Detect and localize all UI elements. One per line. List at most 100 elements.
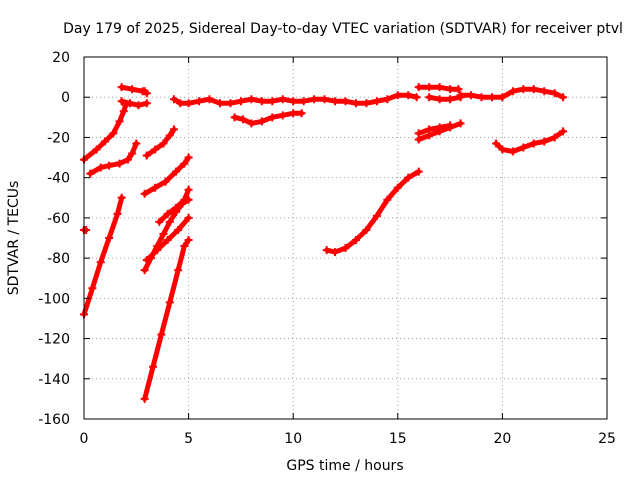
data-point — [550, 89, 559, 98]
data-point — [289, 97, 298, 106]
data-point — [113, 209, 122, 218]
data-point — [297, 109, 306, 118]
data-point — [92, 145, 101, 154]
data-point — [236, 97, 245, 106]
data-point — [446, 85, 455, 94]
data-point — [117, 83, 126, 92]
data-point — [157, 330, 166, 339]
y-tick-label: -60 — [47, 211, 70, 227]
data-point — [184, 99, 193, 108]
data-point — [205, 95, 214, 104]
y-tick-label: 0 — [61, 90, 70, 106]
data-point — [184, 153, 193, 162]
y-tick-label: -20 — [47, 130, 70, 146]
data-point — [172, 167, 181, 176]
data-point — [174, 266, 183, 275]
data-point — [165, 217, 174, 226]
data-point — [393, 91, 402, 100]
data-point — [435, 83, 444, 92]
data-point — [115, 159, 124, 168]
data-point — [446, 95, 455, 104]
data-point — [247, 119, 256, 128]
data-point — [456, 91, 465, 100]
data-point — [498, 145, 507, 154]
data-point — [383, 95, 392, 104]
data-point — [149, 362, 158, 371]
y-tick-label: -40 — [47, 171, 70, 187]
data-traces — [80, 83, 568, 403]
data-point — [341, 244, 350, 253]
data-point — [161, 177, 170, 186]
data-point — [180, 242, 189, 251]
data-point — [165, 131, 174, 140]
data-point — [278, 95, 287, 104]
data-point — [159, 229, 168, 238]
data-point — [529, 85, 538, 94]
data-point — [425, 125, 434, 134]
data-point — [195, 97, 204, 106]
data-point — [140, 266, 149, 275]
x-tick-label: 5 — [184, 431, 193, 447]
data-point — [109, 129, 118, 138]
x-tick-label: 15 — [389, 431, 407, 447]
data-point — [322, 246, 331, 255]
data-point — [172, 203, 181, 212]
x-tick-label: 25 — [598, 431, 616, 447]
data-point — [372, 97, 381, 106]
data-point — [184, 236, 193, 245]
data-point — [414, 83, 423, 92]
data-point — [151, 145, 160, 154]
x-tick-label: 10 — [284, 431, 302, 447]
data-point — [508, 147, 517, 156]
data-point — [454, 85, 463, 94]
y-tick-label: -140 — [38, 372, 70, 388]
data-point — [393, 183, 402, 192]
data-point — [180, 159, 189, 168]
data-point — [155, 217, 164, 226]
data-point — [140, 189, 149, 198]
data-point — [425, 93, 434, 102]
data-point — [88, 284, 97, 293]
data-point — [477, 93, 486, 102]
data-point — [151, 183, 160, 192]
data-trace-2 — [81, 195, 125, 317]
data-point — [257, 97, 266, 106]
data-point — [163, 209, 172, 218]
data-point — [184, 213, 193, 222]
data-trace-5 — [119, 98, 150, 108]
y-tick-label: 20 — [52, 50, 70, 66]
data-point — [247, 95, 256, 104]
data-point — [529, 139, 538, 148]
data-point — [425, 83, 434, 92]
data-point — [519, 143, 528, 152]
data-point — [184, 185, 193, 194]
y-tick-label: -80 — [47, 251, 70, 267]
data-trace-15 — [324, 169, 422, 255]
data-point — [559, 93, 568, 102]
x-axis-label: GPS time / hours — [286, 458, 403, 474]
data-point — [169, 125, 178, 134]
y-tick-label: -160 — [38, 412, 70, 428]
y-tick-label: -100 — [38, 291, 70, 307]
data-point — [126, 99, 135, 108]
data-point — [404, 173, 413, 182]
data-point — [132, 139, 141, 148]
data-point — [404, 91, 413, 100]
data-point — [123, 155, 132, 164]
data-point — [174, 225, 183, 234]
data-point — [467, 91, 476, 100]
data-point — [550, 133, 559, 142]
data-point — [412, 93, 421, 102]
data-point — [128, 85, 137, 94]
data-point — [498, 93, 507, 102]
data-point — [142, 151, 151, 160]
data-point — [159, 139, 168, 148]
data-point — [128, 149, 137, 158]
plot-frame — [83, 56, 608, 420]
y-axis-label: SDTVAR / TECUs — [6, 181, 22, 296]
data-point — [105, 234, 114, 242]
data-point — [351, 236, 360, 245]
data-point — [82, 225, 91, 234]
data-point — [226, 99, 235, 108]
